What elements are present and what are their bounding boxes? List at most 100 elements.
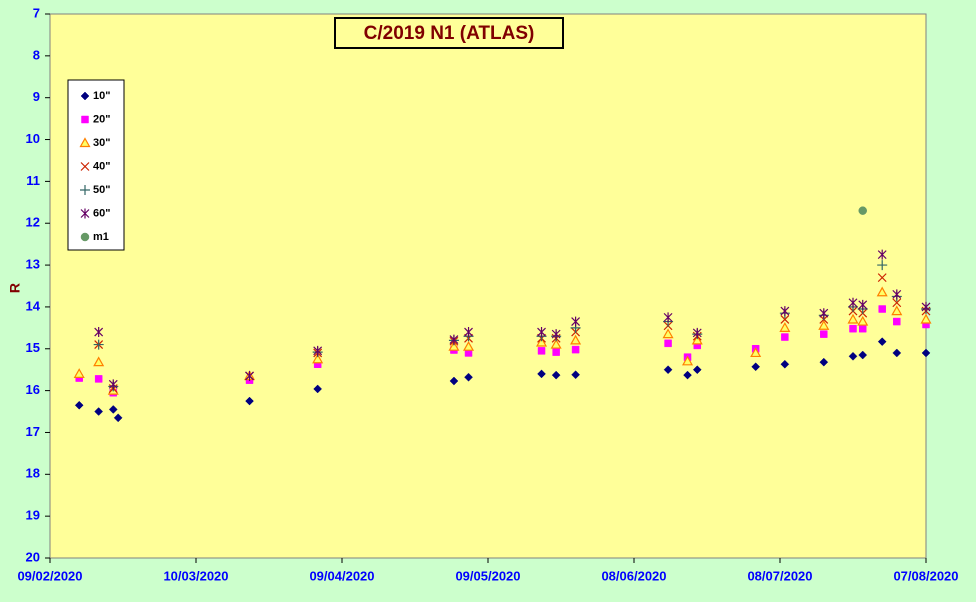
data-point — [682, 355, 694, 366]
data-point — [921, 301, 931, 312]
data-point — [94, 407, 104, 416]
data-point — [892, 298, 902, 308]
data-point — [877, 260, 888, 271]
data-point — [780, 359, 790, 369]
data-point — [921, 348, 931, 358]
data-point — [448, 340, 460, 351]
data-point — [820, 330, 828, 338]
y-tick-label: 14 — [26, 298, 41, 313]
data-point — [858, 206, 867, 215]
data-point — [93, 356, 105, 367]
y-tick-label: 9 — [33, 89, 40, 104]
data-point — [858, 350, 868, 360]
data-point — [818, 320, 830, 330]
data-point — [892, 289, 902, 300]
data-point — [449, 334, 459, 345]
legend-box — [67, 79, 125, 251]
data-point — [893, 317, 901, 326]
data-point — [751, 362, 761, 372]
legend-label: 10" — [93, 90, 110, 102]
x-tick-label: 08/06/2020 — [601, 568, 666, 583]
data-point — [891, 305, 903, 316]
data-point — [849, 324, 857, 333]
data-point — [550, 338, 562, 349]
data-point — [683, 370, 692, 380]
legend-label: 40" — [93, 160, 110, 172]
x-tick-label: 08/07/2020 — [747, 568, 812, 583]
legend-marker — [81, 115, 89, 124]
legend-label: 30" — [93, 137, 110, 149]
data-point — [877, 249, 887, 260]
data-point — [692, 365, 702, 375]
data-point — [464, 372, 473, 382]
y-tick-label: 7 — [33, 5, 40, 20]
data-point — [892, 348, 902, 358]
data-point — [463, 340, 475, 351]
y-axis-label: R — [7, 283, 23, 293]
data-point — [313, 384, 323, 394]
data-point — [819, 308, 829, 319]
data-point — [664, 339, 672, 348]
data-point — [94, 327, 104, 338]
y-tick-label: 12 — [26, 215, 40, 230]
x-tick-label: 09/02/2020 — [17, 568, 82, 583]
legend-label: m1 — [93, 231, 109, 243]
data-point — [858, 324, 867, 333]
data-point — [779, 322, 791, 332]
y-tick-label: 19 — [26, 508, 40, 523]
data-point — [692, 327, 702, 338]
data-point — [662, 328, 674, 339]
data-point — [858, 299, 868, 310]
y-tick-label: 17 — [26, 424, 40, 439]
data-point — [691, 334, 703, 345]
data-point — [570, 334, 582, 345]
data-point — [245, 370, 254, 381]
data-point — [312, 353, 324, 364]
legend-marker — [80, 185, 90, 195]
x-tick-label: 09/05/2020 — [455, 568, 520, 583]
legend-marker — [80, 162, 90, 171]
x-tick-label: 07/08/2020 — [893, 568, 958, 583]
x-tick-label: 09/04/2020 — [309, 568, 374, 583]
data-point — [819, 357, 829, 367]
data-point — [464, 327, 473, 338]
data-point — [571, 370, 580, 380]
data-point — [663, 312, 673, 323]
legend-marker — [80, 208, 90, 219]
legend-label: 50" — [93, 184, 110, 196]
chart-title: C/2019 N1 (ATLAS) — [364, 23, 535, 44]
data-point — [848, 351, 858, 361]
data-point — [93, 339, 104, 350]
data-point — [74, 400, 84, 410]
data-point — [877, 337, 887, 347]
y-tick-label: 8 — [33, 47, 40, 62]
legend-marker — [80, 91, 90, 101]
data-point — [94, 375, 103, 383]
data-point — [245, 396, 254, 406]
y-tick-label: 13 — [26, 257, 40, 272]
data-point — [848, 297, 858, 308]
data-point — [857, 315, 869, 326]
y-tick-label: 15 — [26, 340, 40, 355]
data-point — [537, 369, 546, 379]
data-point — [108, 379, 118, 390]
data-point — [449, 376, 459, 386]
data-point — [781, 333, 789, 341]
data-point — [536, 336, 548, 347]
data-point — [108, 405, 118, 414]
legend-marker — [80, 232, 90, 242]
y-tick-label: 20 — [26, 549, 40, 564]
data-point — [750, 347, 762, 358]
data-point — [552, 348, 560, 356]
y-tick-label: 11 — [26, 173, 40, 188]
plot-area — [49, 13, 927, 559]
data-point — [847, 313, 859, 324]
data-point — [571, 316, 581, 327]
data-point — [113, 413, 123, 423]
data-point — [537, 327, 546, 338]
y-tick-label: 10 — [26, 131, 40, 146]
data-point — [663, 365, 673, 375]
data-point — [313, 345, 323, 356]
data-point — [780, 315, 790, 324]
data-point — [551, 329, 561, 340]
